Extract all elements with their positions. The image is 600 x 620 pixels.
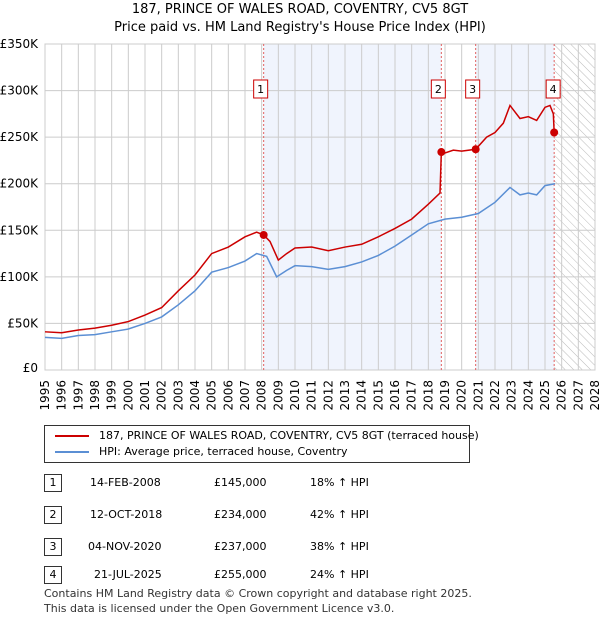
y-tick-label: £350K	[0, 37, 39, 51]
sale-label-box	[545, 79, 561, 99]
sale-date: 04-NOV-2020	[88, 540, 162, 553]
plot-border	[44, 43, 596, 371]
sale-number: 1	[44, 474, 62, 492]
x-tick-label: 1997	[71, 380, 85, 411]
x-tick-label: 2014	[355, 380, 369, 411]
x-tick-label: 2013	[338, 380, 352, 411]
x-tick-label: 1999	[105, 380, 119, 411]
x-tick-label: 2012	[321, 380, 335, 411]
sale-price: £237,000	[214, 540, 267, 553]
x-tick-label: 2016	[388, 380, 402, 411]
x-tick-label: 2026	[555, 380, 569, 411]
sale-label-box	[253, 79, 269, 99]
sale-hpi: 42% ↑ HPI	[310, 508, 369, 521]
footer-licence: This data is licensed under the Open Gov…	[44, 602, 395, 615]
sale-hpi: 24% ↑ HPI	[310, 568, 369, 581]
sale-number: 3	[44, 538, 62, 556]
plot-area: 1995 1996 1997 1998 1999 2000 2001 2002 2003 2004…	[0, 37, 600, 411]
legend-swatch-red	[55, 435, 89, 437]
price-paid-line	[44, 103, 555, 334]
x-tick-label: 2018	[421, 380, 435, 411]
sale-hpi: 18% ↑ HPI	[310, 476, 369, 489]
forecast-hatch	[554, 44, 595, 370]
x-tick-label: 2020	[455, 380, 469, 411]
legend-label: HPI: Average price, terraced house, Cove…	[99, 445, 348, 458]
sale-label: 2	[435, 83, 442, 96]
legend-label: 187, PRINCE OF WALES ROAD, COVENTRY, CV5…	[99, 429, 479, 442]
x-tick-label: 2025	[538, 380, 552, 411]
x-tick-label: 2027	[571, 380, 585, 411]
sale-label-box	[430, 79, 446, 99]
y-tick-label: £200K	[0, 177, 39, 191]
x-tick-label: 2024	[521, 380, 535, 411]
sale-point	[259, 230, 268, 239]
x-tick-label: 2006	[221, 380, 235, 411]
hpi-line	[44, 182, 556, 340]
y-tick-label: £250K	[0, 130, 39, 144]
sale-price: £234,000	[214, 508, 267, 521]
x-tick-label: 2021	[471, 380, 485, 411]
x-tick-label: 2000	[121, 380, 135, 411]
sale-point	[550, 128, 559, 137]
sale-label-box	[465, 79, 481, 99]
x-tick-label: 2028	[588, 380, 600, 411]
x-tick-label: 2004	[188, 380, 202, 411]
x-tick-label: 1998	[88, 380, 102, 411]
legend-item-property: 187, PRINCE OF WALES ROAD, COVENTRY, CV5…	[55, 429, 479, 443]
x-tick-label: 1995	[38, 380, 52, 411]
y-tick-label: £50K	[7, 316, 39, 330]
x-tick-label: 1996	[55, 380, 69, 411]
x-tick-label: 2009	[271, 380, 285, 411]
y-tick-label: £150K	[0, 223, 39, 237]
sale-date: 14-FEB-2008	[90, 476, 161, 489]
x-tick-label: 2023	[505, 380, 519, 411]
sale-price: £145,000	[214, 476, 267, 489]
sale-label: 3	[469, 83, 476, 96]
y-tick-label: £0	[23, 361, 38, 375]
sale-row: 4 21-JUL-2025 £255,000 24% ↑ HPI	[44, 566, 444, 584]
x-tick-label: 2001	[138, 380, 152, 411]
sale-date: 21-JUL-2025	[94, 568, 162, 581]
x-tick-label: 2002	[155, 380, 169, 411]
legend: 187, PRINCE OF WALES ROAD, COVENTRY, CV5…	[44, 425, 479, 463]
x-tick-label: 2022	[488, 380, 502, 411]
y-tick-label: £300K	[0, 84, 39, 98]
y-tick-label: £100K	[0, 270, 39, 284]
footer: Contains HM Land Registry data © Crown c…	[44, 586, 472, 616]
sale-date: 12-OCT-2018	[90, 508, 163, 521]
sale-label: 4	[550, 83, 557, 96]
x-tick-label: 2017	[405, 380, 419, 411]
sale-row: 2 12-OCT-2018 £234,000 42% ↑ HPI	[44, 506, 444, 524]
shaded-period-1-2	[263, 44, 442, 370]
chart-title: 187, PRINCE OF WALES ROAD, COVENTRY, CV5…	[131, 2, 469, 17]
chart-subtitle: Price paid vs. HM Land Registry's House …	[114, 20, 486, 35]
sale-number: 2	[44, 506, 62, 524]
x-tick-label: 2008	[255, 380, 269, 411]
sale-point	[471, 145, 480, 154]
sale-point	[437, 148, 446, 157]
legend-swatch-blue	[55, 451, 89, 453]
sale-label: 1	[257, 83, 264, 96]
x-tick-label: 2007	[238, 380, 252, 411]
sale-row: 1 14-FEB-2008 £145,000 18% ↑ HPI	[44, 474, 444, 492]
x-tick-label: 2011	[305, 380, 319, 411]
x-tick-label: 2019	[438, 380, 452, 411]
sale-number: 4	[44, 566, 62, 584]
footer-copyright: Contains HM Land Registry data © Crown c…	[44, 587, 472, 600]
sale-hpi: 38% ↑ HPI	[310, 540, 369, 553]
sale-price: £255,000	[214, 568, 267, 581]
x-tick-label: 2005	[205, 380, 219, 411]
x-tick-label: 2010	[288, 380, 302, 411]
x-tick-label: 2003	[171, 380, 185, 411]
legend-item-hpi: HPI: Average price, terraced house, Cove…	[55, 445, 348, 459]
sale-row: 3 04-NOV-2020 £237,000 38% ↑ HPI	[44, 538, 444, 556]
x-tick-label: 2015	[371, 380, 385, 411]
